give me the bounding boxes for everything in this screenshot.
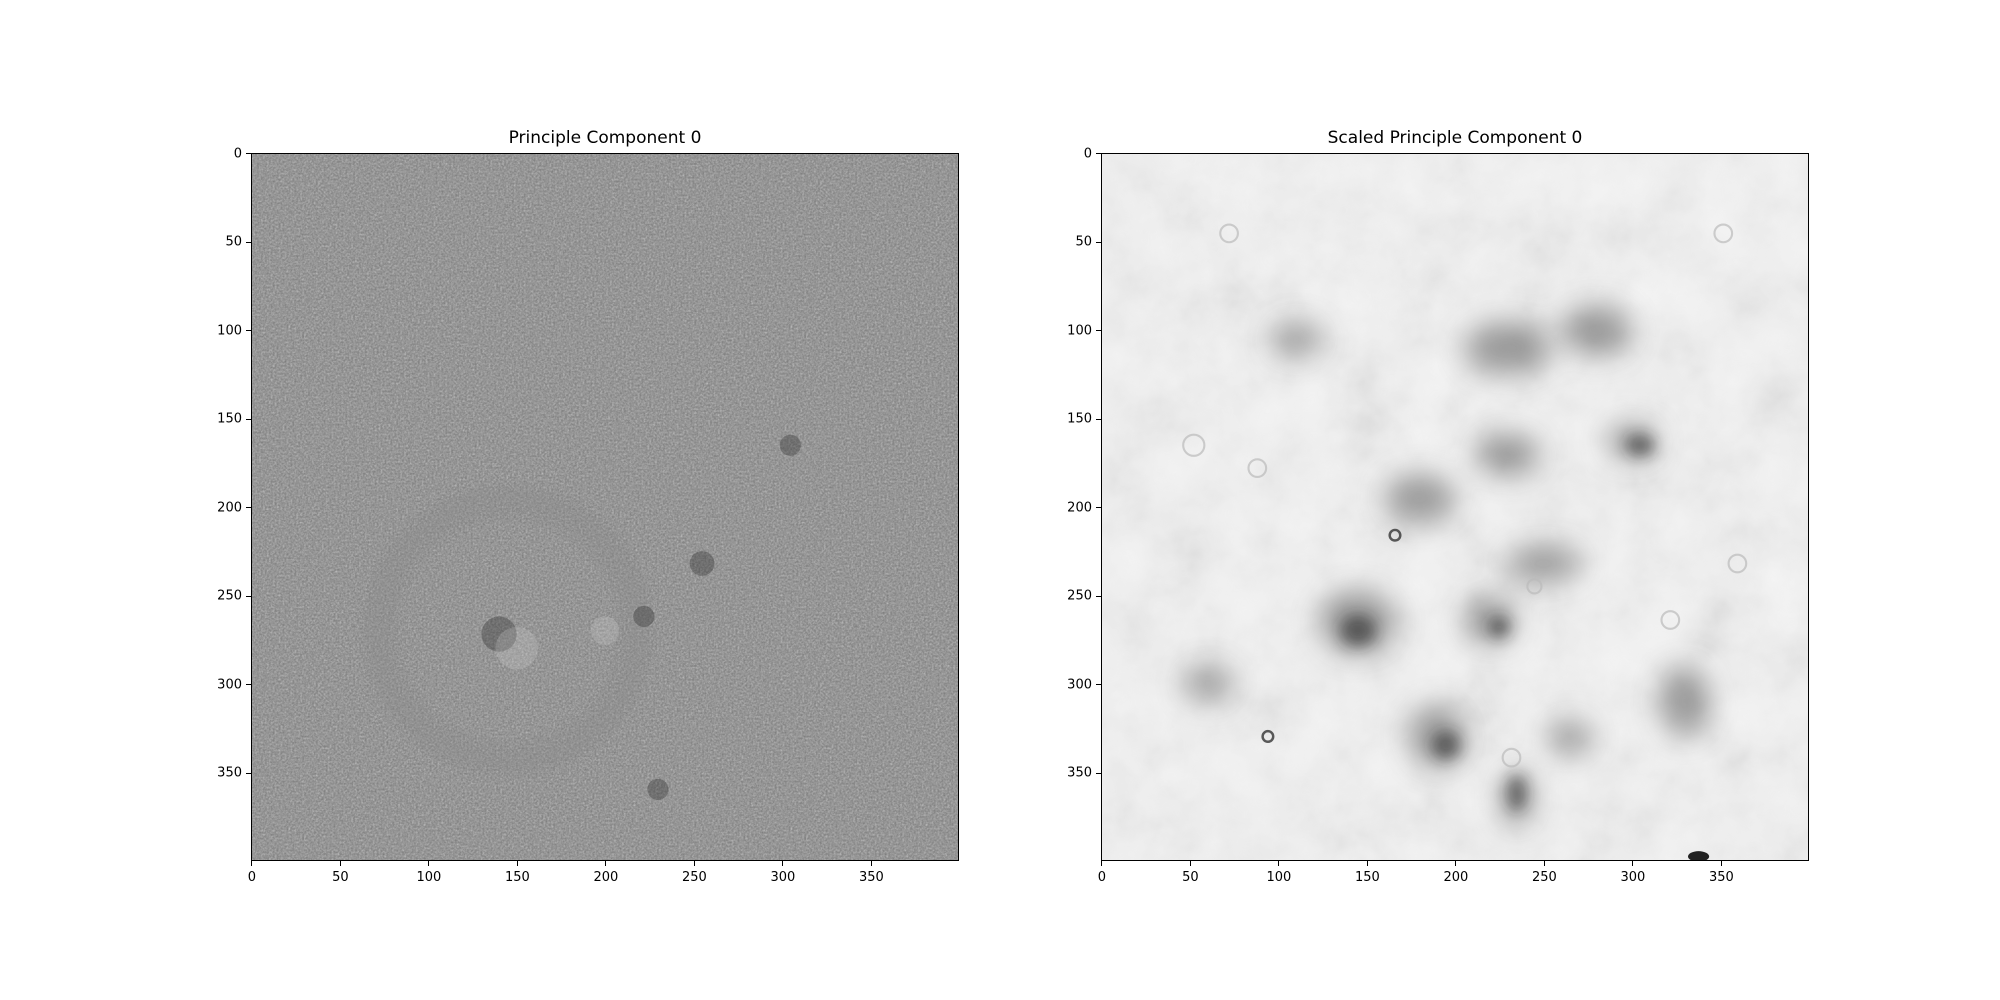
x-tick-label: 300 xyxy=(770,870,796,885)
y-tick-mark xyxy=(1096,153,1101,155)
x-tick-mark xyxy=(693,861,695,866)
cloudy-texture-image xyxy=(1102,154,1808,860)
x-tick-label: 50 xyxy=(332,870,349,885)
x-tick-label: 0 xyxy=(247,870,257,885)
panel-1-title: Principle Component 0 xyxy=(508,128,702,148)
y-tick-mark xyxy=(246,241,251,243)
panel-2-title: Scaled Principle Component 0 xyxy=(1327,128,1583,148)
x-tick-label: 0 xyxy=(1097,870,1107,885)
y-tick-label: 200 xyxy=(1067,500,1092,516)
x-tick-mark xyxy=(782,861,784,866)
x-tick-label: 250 xyxy=(1531,870,1557,885)
y-tick-label: 0 xyxy=(233,146,242,162)
x-tick-label: 100 xyxy=(1266,870,1292,885)
x-tick-mark xyxy=(251,861,253,866)
y-tick-mark xyxy=(246,330,251,332)
x-tick-label: 100 xyxy=(416,870,442,885)
y-tick-mark xyxy=(1096,418,1101,420)
y-tick-label: 100 xyxy=(1067,323,1092,339)
y-tick-label: 50 xyxy=(1075,234,1092,250)
y-tick-label: 300 xyxy=(217,677,242,693)
x-tick-mark xyxy=(1632,861,1634,866)
y-tick-label: 100 xyxy=(217,323,242,339)
y-tick-label: 150 xyxy=(1067,411,1092,427)
x-tick-label: 150 xyxy=(504,870,530,885)
y-tick-label: 350 xyxy=(1067,765,1092,781)
x-tick-mark xyxy=(339,861,341,866)
x-tick-mark xyxy=(870,861,872,866)
x-tick-label: 350 xyxy=(858,870,884,885)
x-tick-mark xyxy=(1278,861,1280,866)
y-tick-mark xyxy=(1096,772,1101,774)
x-tick-label: 350 xyxy=(1708,870,1734,885)
panel-1-image-axes xyxy=(251,153,959,861)
y-tick-mark xyxy=(246,418,251,420)
x-tick-mark xyxy=(1720,861,1722,866)
x-tick-label: 200 xyxy=(593,870,619,885)
y-tick-label: 250 xyxy=(1067,588,1092,604)
panel-2-image-axes xyxy=(1101,153,1809,861)
y-tick-mark xyxy=(1096,241,1101,243)
x-tick-mark xyxy=(1189,861,1191,866)
y-tick-mark xyxy=(1096,330,1101,332)
y-tick-mark xyxy=(1096,507,1101,509)
y-tick-mark xyxy=(246,684,251,686)
y-tick-label: 350 xyxy=(217,765,242,781)
x-tick-label: 200 xyxy=(1443,870,1469,885)
y-tick-mark xyxy=(1096,595,1101,597)
x-tick-mark xyxy=(1366,861,1368,866)
y-tick-label: 250 xyxy=(217,588,242,604)
y-tick-mark xyxy=(246,595,251,597)
y-tick-mark xyxy=(1096,684,1101,686)
y-tick-mark xyxy=(246,507,251,509)
x-tick-label: 150 xyxy=(1354,870,1380,885)
x-tick-mark xyxy=(1455,861,1457,866)
x-tick-label: 250 xyxy=(681,870,707,885)
y-tick-mark xyxy=(246,153,251,155)
x-tick-label: 50 xyxy=(1182,870,1199,885)
x-tick-mark xyxy=(605,861,607,866)
y-tick-label: 300 xyxy=(1067,677,1092,693)
y-tick-label: 150 xyxy=(217,411,242,427)
x-tick-mark xyxy=(1543,861,1545,866)
x-tick-mark xyxy=(1101,861,1103,866)
y-tick-label: 200 xyxy=(217,500,242,516)
x-tick-label: 300 xyxy=(1620,870,1646,885)
noise-texture-image xyxy=(252,154,958,860)
y-tick-mark xyxy=(246,772,251,774)
x-tick-mark xyxy=(428,861,430,866)
x-tick-mark xyxy=(516,861,518,866)
y-tick-label: 0 xyxy=(1083,146,1092,162)
y-tick-label: 50 xyxy=(225,234,242,250)
